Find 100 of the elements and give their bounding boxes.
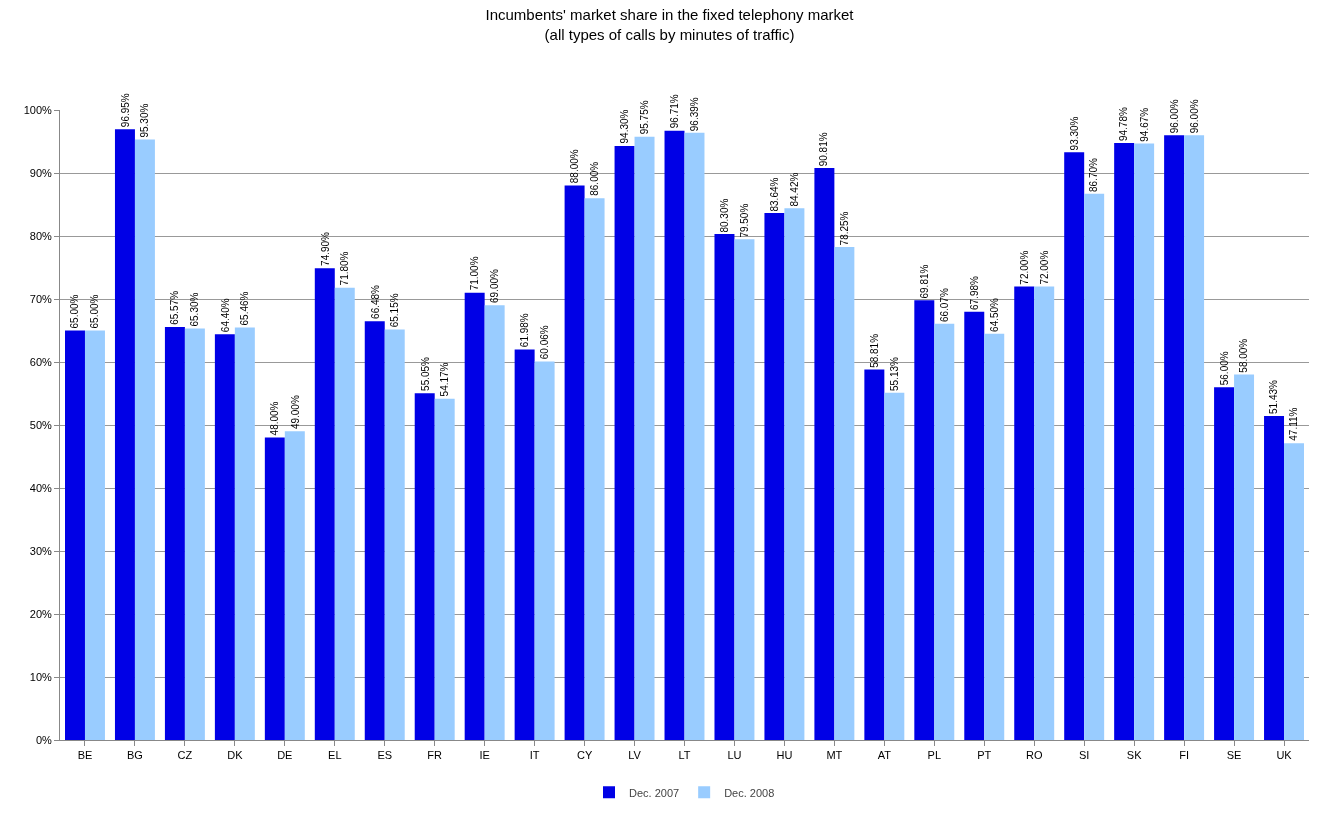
bar <box>1234 374 1255 740</box>
x-tick-label: AT <box>877 749 892 762</box>
x-tick-label: BG <box>126 749 143 762</box>
data-label: 94.30% <box>618 109 630 144</box>
data-label: 65.00% <box>69 294 81 329</box>
bar <box>1214 387 1235 740</box>
bar <box>784 208 805 740</box>
data-label: 54.17% <box>438 362 450 397</box>
data-label: 65.15% <box>389 293 401 328</box>
bar <box>634 136 655 740</box>
data-label: 58.00% <box>1238 338 1250 373</box>
data-label: 86.70% <box>1088 157 1100 192</box>
data-label: 65.46% <box>239 291 251 326</box>
bar <box>734 239 755 740</box>
data-label: 65.00% <box>89 294 101 329</box>
data-label: 94.67% <box>1138 107 1150 142</box>
x-tick-label: SI <box>1078 749 1090 762</box>
y-tick-label: 70% <box>29 292 52 305</box>
data-label: 65.57% <box>169 290 180 325</box>
bar <box>214 334 235 740</box>
data-label: 61.98% <box>519 313 531 348</box>
bar <box>414 393 435 740</box>
x-tick-label: CZ <box>177 749 193 762</box>
data-label: 55.13% <box>888 356 900 392</box>
bar <box>684 132 705 740</box>
bar <box>934 323 955 740</box>
x-tick-label: MT <box>826 749 843 762</box>
y-tick-label: 40% <box>29 481 52 494</box>
data-label: 78.25% <box>839 211 851 246</box>
data-label: 65.30% <box>189 292 201 327</box>
data-label: 90.81% <box>818 132 830 167</box>
bar <box>84 330 105 740</box>
bar <box>134 139 155 740</box>
bar <box>814 167 835 740</box>
bar <box>884 392 905 740</box>
x-tick-label: SK <box>1126 749 1143 762</box>
data-label: 66.48% <box>369 284 381 319</box>
bar <box>584 198 605 740</box>
data-label: 79.50% <box>739 203 751 238</box>
bar <box>614 145 635 740</box>
bar <box>964 311 985 740</box>
x-tick-label: UK <box>1276 749 1293 762</box>
x-tick-label: FI <box>1179 749 1189 762</box>
y-tick-label: 100% <box>23 103 53 116</box>
x-tick-label: EL <box>328 749 342 762</box>
data-label: 47.11% <box>1288 407 1300 441</box>
bar <box>114 129 135 740</box>
data-label: 94.78% <box>1118 107 1130 142</box>
bar <box>564 185 585 740</box>
data-label: 96.95% <box>119 93 131 128</box>
bar <box>184 328 205 740</box>
bar <box>234 327 255 740</box>
x-tick-label: IT <box>529 749 540 762</box>
bar <box>864 369 885 740</box>
data-label: 83.64% <box>769 177 781 212</box>
bar <box>1134 143 1155 740</box>
data-label: 60.06% <box>538 325 550 360</box>
data-label: 71.80% <box>339 251 351 286</box>
data-label: 95.30% <box>139 103 151 138</box>
x-tick-label: DK <box>227 749 244 762</box>
data-label: 96.71% <box>668 94 680 129</box>
x-tick-label: PT <box>977 749 992 762</box>
bar <box>164 326 185 740</box>
bar <box>284 431 305 740</box>
data-label: 58.81% <box>868 333 880 368</box>
data-label: 49.00% <box>289 395 301 430</box>
x-tick-label: LU <box>727 749 742 762</box>
bar <box>334 287 355 740</box>
data-label: 55.05% <box>419 356 431 391</box>
bar <box>1114 142 1135 740</box>
x-tick-label: DE <box>277 749 293 762</box>
data-label: 96.39% <box>688 97 700 132</box>
x-tick-label: LT <box>678 749 691 762</box>
y-tick-label: 30% <box>29 544 52 557</box>
data-label: 69.00% <box>489 268 501 303</box>
data-label: 64.40% <box>219 298 231 333</box>
x-tick-label: CY <box>576 749 593 762</box>
data-label: 48.00% <box>269 401 281 436</box>
bar <box>664 130 685 740</box>
bar <box>314 268 335 740</box>
data-label: 93.30% <box>1068 116 1080 151</box>
bar <box>764 213 785 740</box>
data-label: 67.98% <box>968 275 980 310</box>
bar <box>364 321 385 740</box>
data-label: 56.00% <box>1218 351 1230 386</box>
data-label: 96.00% <box>1188 99 1200 134</box>
data-label: 69.81% <box>919 264 931 299</box>
bar <box>914 300 935 740</box>
x-tick-label: PL <box>927 749 942 762</box>
bar <box>484 305 505 740</box>
bar <box>1084 193 1105 740</box>
bar <box>65 330 85 740</box>
x-tick-label: FR <box>427 749 443 762</box>
x-tick-label: ES <box>377 749 393 762</box>
data-label: 88.00% <box>568 149 580 184</box>
bar <box>434 398 455 740</box>
x-tick-label: BE <box>77 749 93 762</box>
x-tick-label: HU <box>776 749 793 762</box>
bar <box>534 361 555 740</box>
data-label: 72.00% <box>1018 250 1030 285</box>
